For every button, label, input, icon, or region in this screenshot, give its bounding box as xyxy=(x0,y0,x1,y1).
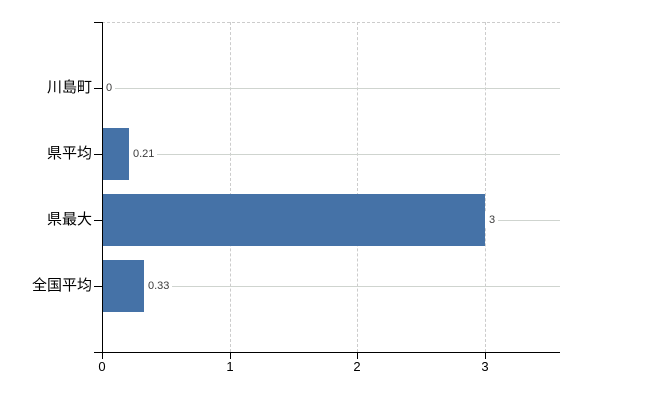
bar xyxy=(102,260,144,312)
x-axis-line xyxy=(94,352,560,353)
category-label: 全国平均 xyxy=(31,277,92,294)
vertical-gridline xyxy=(357,22,358,352)
horizontal-gridline xyxy=(102,88,560,89)
bar xyxy=(102,194,485,246)
x-tick-label: 1 xyxy=(226,359,234,374)
vertical-gridline xyxy=(485,22,486,352)
x-axis-tick xyxy=(230,352,231,359)
category-tick xyxy=(94,286,102,287)
plot-top-border xyxy=(102,22,560,23)
x-tick-label: 2 xyxy=(353,359,361,374)
x-tick-label: 3 xyxy=(481,359,489,374)
horizontal-gridline xyxy=(102,154,560,155)
x-axis-tick xyxy=(485,352,486,359)
x-tick-label: 0 xyxy=(98,359,106,374)
x-axis-tick xyxy=(102,352,103,359)
bar-value-label: 3 xyxy=(485,212,499,228)
y-axis-top-tick xyxy=(94,22,102,23)
bar xyxy=(102,128,129,180)
category-tick xyxy=(94,154,102,155)
bar-value-label: 0 xyxy=(102,80,116,96)
category-label: 川島町 xyxy=(46,79,92,96)
y-axis-line xyxy=(102,22,103,352)
bar-value-label: 0.21 xyxy=(129,146,158,162)
category-tick xyxy=(94,88,102,89)
plot-area: 0 0.21 3 0.33 xyxy=(102,22,560,352)
category-label: 県最大 xyxy=(46,211,92,228)
horizontal-gridline xyxy=(102,286,560,287)
x-axis-tick xyxy=(357,352,358,359)
bar-value-label: 0.33 xyxy=(144,278,173,294)
vertical-gridline xyxy=(230,22,231,352)
category-label: 県平均 xyxy=(46,145,92,162)
category-tick xyxy=(94,220,102,221)
